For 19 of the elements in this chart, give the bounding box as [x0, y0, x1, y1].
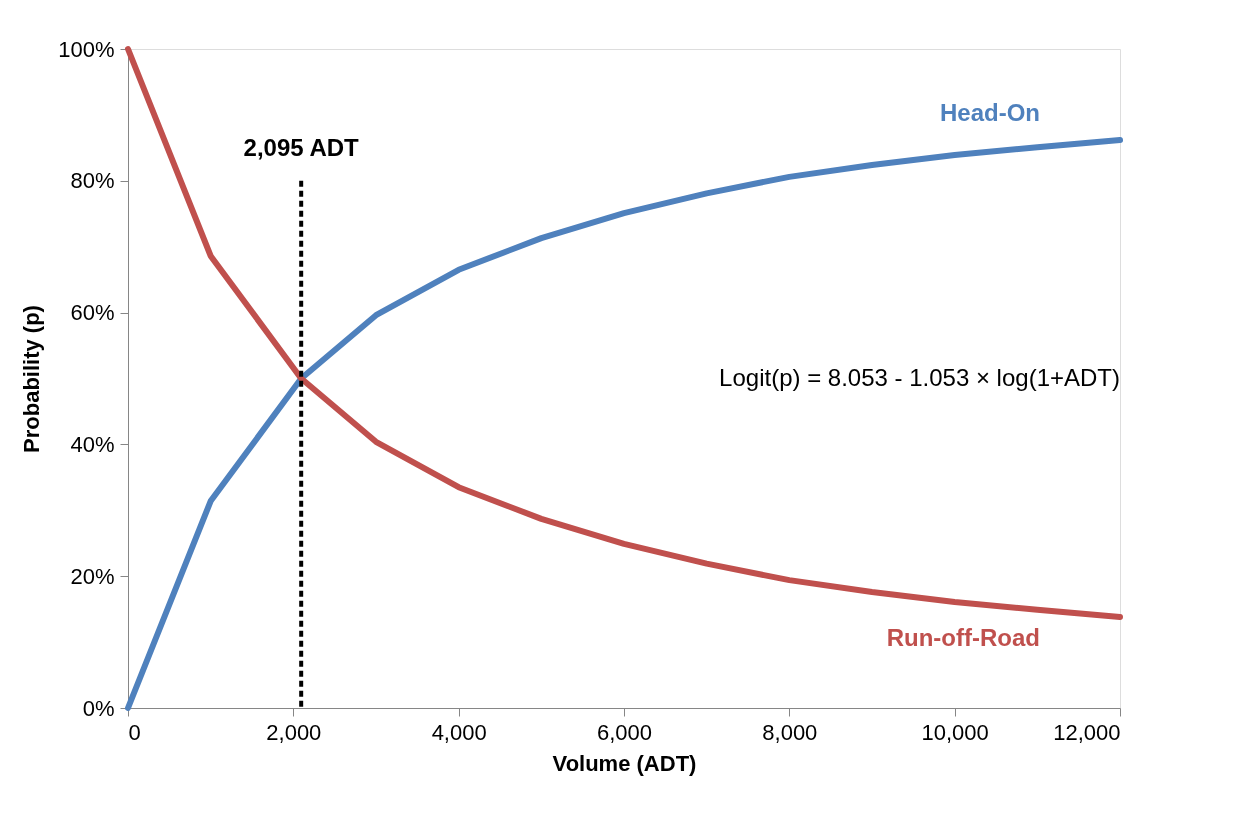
- y-tick-label: 60%: [70, 300, 115, 326]
- y-tick-label: 80%: [70, 168, 115, 194]
- y-tick-label: 0%: [82, 695, 115, 721]
- x-tick-label: 6,000: [596, 719, 653, 745]
- y-tick-label: 20%: [70, 563, 115, 589]
- ref-line-label: 2,095 ADT: [243, 133, 360, 161]
- y-axis-title: Probability (p): [19, 305, 45, 453]
- series-label: Head-On: [939, 98, 1040, 126]
- x-tick-label: 2,000: [266, 719, 322, 745]
- annotation: Logit(p) = 8.053 - 1.053 × log(1+ADT): [719, 363, 1120, 391]
- y-tick-label: 40%: [70, 431, 115, 457]
- x-tick-label: 0: [128, 719, 141, 745]
- x-tick-label: 4,000: [431, 719, 487, 745]
- x-tick-label: 10,000: [921, 719, 989, 745]
- x-axis-title: Volume (ADT): [552, 750, 697, 776]
- x-tick-label: 8,000: [762, 719, 818, 745]
- y-tick-label: 100%: [58, 36, 115, 62]
- series-label: Run-off-Road: [886, 624, 1040, 652]
- x-tick-label: 12,000: [1053, 719, 1121, 745]
